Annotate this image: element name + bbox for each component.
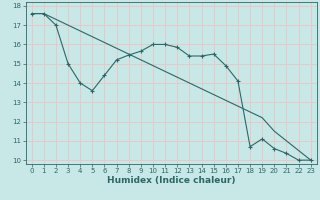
X-axis label: Humidex (Indice chaleur): Humidex (Indice chaleur) — [107, 176, 236, 185]
